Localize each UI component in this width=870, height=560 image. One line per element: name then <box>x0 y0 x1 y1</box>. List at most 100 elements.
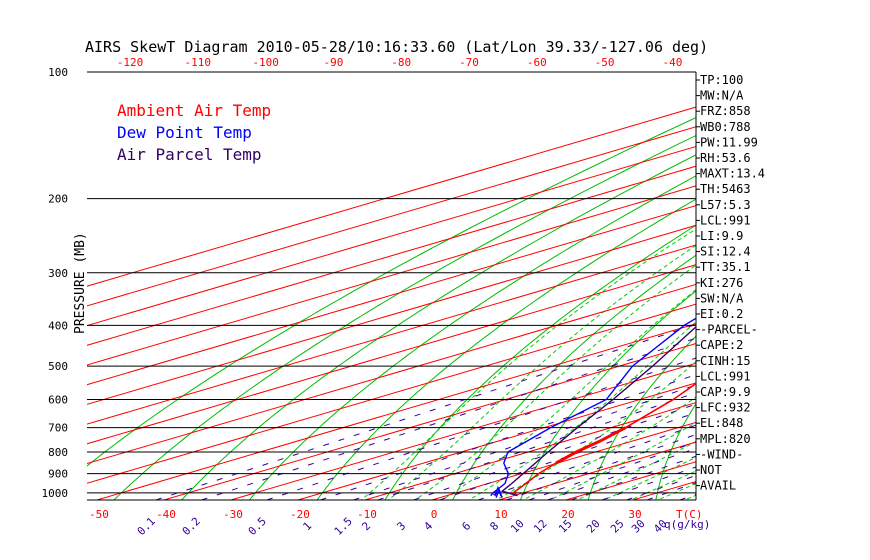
bottom-temp-tick: -50 <box>89 508 109 521</box>
legend-parcel: Air Parcel Temp <box>117 145 262 164</box>
mixing-ratio-tick: 0.2 <box>180 515 203 538</box>
mixing-ratio-tick: 1 <box>300 519 314 533</box>
index-item: MAXT:13.4 <box>700 167 765 181</box>
isotherm <box>96 323 696 500</box>
moist-adiabat <box>441 289 696 500</box>
top-temp-tick: -40 <box>662 56 682 69</box>
bottom-temp-tick: 20 <box>561 508 574 521</box>
isotherm <box>87 185 696 366</box>
moist-adiabat <box>549 421 696 500</box>
index-item: PW:11.99 <box>700 135 758 149</box>
moist-adiabat <box>468 321 696 500</box>
mixing-ratio-line <box>477 424 696 500</box>
moist-adiabat <box>629 470 696 500</box>
pressure-tick-label: 600 <box>48 393 68 406</box>
bottom-temp-ticks: -50 -40 -30 -20 -10 0 10 20 30 T(C) <box>89 508 702 521</box>
pressure-tick-labels: 100 200 300 400 500 600 700 800 900 1000 <box>42 66 69 500</box>
index-item: LCL:991 <box>700 213 751 227</box>
mixing-ratio-line <box>155 323 696 500</box>
moist-adiabat <box>656 483 696 500</box>
skewt-grid <box>87 72 870 502</box>
pressure-tick-label: 200 <box>48 193 68 206</box>
isobars <box>87 71 697 501</box>
isotherm <box>834 72 870 500</box>
chart-title: AIRS SkewT Diagram 2010-05-28/10:16:33.6… <box>85 38 708 56</box>
dry-adiabat <box>858 72 870 502</box>
pressure-tick-label: 1000 <box>42 487 69 500</box>
dew-point-temp-line <box>490 317 696 497</box>
index-item: NOT <box>700 463 722 477</box>
legend-dew-point: Dew Point Temp <box>117 123 252 142</box>
mixing-ratio-line <box>506 434 696 500</box>
isotherm <box>87 205 696 386</box>
index-item: CAP:9.9 <box>700 385 751 399</box>
top-temp-tick: -100 <box>252 56 279 69</box>
isotherm <box>87 264 696 445</box>
mixing-ratio-tick: 20 <box>584 517 603 536</box>
mixing-ratio-ticks: 0.1 0.2 0.5 1 1.5 2 3 4 6 8 10 12 15 20 25 30 40q(g/kg) <box>135 515 711 538</box>
mixing-ratio-tick: 3 <box>394 519 408 533</box>
mixing-ratio-line <box>413 403 696 500</box>
legend: Ambient Air Temp Dew Point Temp Air Parcel… <box>117 101 271 164</box>
dry-adiabat <box>384 224 696 500</box>
pressure-tick-label: 300 <box>48 267 68 280</box>
pressure-tick-label: 500 <box>48 360 68 373</box>
moist-adiabat <box>602 456 696 500</box>
dry-adiabat <box>316 198 696 500</box>
isotherm <box>87 126 696 307</box>
moist-adiabat <box>495 360 696 500</box>
index-item: LCL:991 <box>700 369 751 383</box>
isotherm <box>87 165 696 346</box>
index-item: EL:848 <box>700 416 743 430</box>
index-item: -PARCEL- <box>700 323 758 337</box>
y-axis-label: PRESSURE (MB) <box>73 232 88 334</box>
isotherm <box>364 402 696 500</box>
mixing-ratio-line <box>439 412 696 500</box>
isotherm <box>230 362 696 500</box>
mixing-ratio-tick: 8 <box>487 519 501 533</box>
dry-adiabat <box>113 134 696 500</box>
isotherm <box>87 283 696 465</box>
index-item: SW:N/A <box>700 291 744 305</box>
index-item: SI:12.4 <box>700 245 751 259</box>
pressure-tick-label: 700 <box>48 422 68 435</box>
mixing-ratio-tick: 4 <box>421 519 435 533</box>
isotherm <box>87 244 696 425</box>
index-item: -WIND- <box>700 447 743 461</box>
temp-unit-label: T(C) <box>676 508 703 521</box>
moist-adiabat <box>360 228 696 500</box>
isotherm <box>297 382 696 500</box>
bottom-temp-tick: -10 <box>357 508 377 521</box>
dry-adiabat <box>248 175 696 500</box>
dry-adiabat <box>519 290 696 500</box>
isotherm <box>767 72 870 500</box>
index-item: FRZ:858 <box>700 104 751 118</box>
bottom-temp-tick: 10 <box>494 508 507 521</box>
isotherm <box>87 303 696 484</box>
index-item: L57:5.3 <box>700 198 751 212</box>
index-item: AVAIL <box>700 479 736 493</box>
isotherm <box>163 343 696 500</box>
pressure-tick-label: 100 <box>48 66 68 79</box>
index-item: RH:53.6 <box>700 151 751 165</box>
mixing-ratio-tick: 12 <box>531 517 550 536</box>
mixing-ratio-tick: 25 <box>608 517 627 536</box>
mixing-ratio-line <box>646 482 696 500</box>
top-temp-ticks: -120 -110 -100 -90 -80 -70 -60 -50 -40 <box>117 56 683 69</box>
mixing-ratio-tick: 10 <box>508 517 527 536</box>
index-item: TP:100 <box>700 73 743 87</box>
isotherm <box>87 145 696 327</box>
top-temp-tick: -90 <box>323 56 343 69</box>
mixing-ratio-tick: 0.5 <box>246 515 269 538</box>
top-temp-tick: -120 <box>117 56 144 69</box>
ambient-air-temp-line <box>511 382 696 497</box>
mixing-ratio-line <box>320 374 696 500</box>
bottom-temp-tick: 30 <box>628 508 641 521</box>
sounding-series <box>490 317 696 498</box>
mixing-ratio-tick: 6 <box>459 519 473 533</box>
top-temp-tick: -80 <box>391 56 411 69</box>
isotherm <box>87 224 696 405</box>
legend-ambient: Ambient Air Temp <box>117 101 271 120</box>
